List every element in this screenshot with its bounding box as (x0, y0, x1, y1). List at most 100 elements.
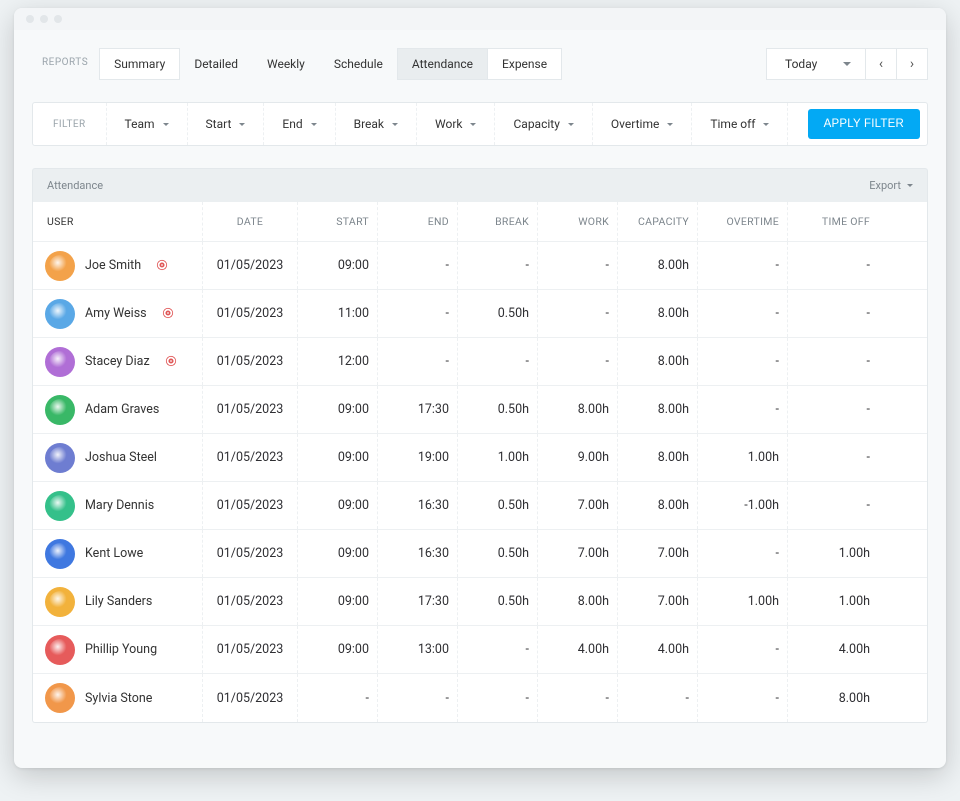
filter-team[interactable]: Team (107, 103, 188, 145)
section-header: Attendance Export (32, 168, 928, 202)
tab-attendance[interactable]: Attendance (397, 48, 488, 80)
cell-work: 4.00h (538, 626, 618, 673)
table-row[interactable]: Kent Lowe01/05/202309:0016:300.50h7.00h7… (33, 530, 927, 578)
cell-end: - (378, 674, 458, 722)
cell-end: 17:30 (378, 578, 458, 625)
user-name: Lily Sanders (85, 594, 152, 609)
tab-expense[interactable]: Expense (487, 48, 562, 80)
cell-end: - (378, 242, 458, 289)
cell-overtime: - (698, 674, 788, 722)
cell-timeoff: - (788, 386, 878, 433)
filter-capacity[interactable]: Capacity (495, 103, 592, 145)
table-row[interactable]: Joe Smith01/05/202309:00---8.00h-- (33, 242, 927, 290)
caret-down-icon (568, 123, 574, 126)
cell-overtime: -1.00h (698, 482, 788, 529)
table-row[interactable]: Adam Graves01/05/202309:0017:300.50h8.00… (33, 386, 927, 434)
caret-down-icon (667, 123, 673, 126)
table-row[interactable]: Joshua Steel01/05/202309:0019:001.00h9.0… (33, 434, 927, 482)
column-header-break[interactable]: BREAK (458, 202, 538, 241)
column-header-date[interactable]: DATE (203, 202, 298, 241)
filter-time-off[interactable]: Time off (692, 103, 788, 145)
report-tabs: REPORTS SummaryDetailedWeeklyScheduleAtt… (32, 48, 562, 80)
cell-user: Stacey Diaz (33, 338, 203, 385)
cell-user: Phillip Young (33, 626, 203, 673)
cell-capacity: 4.00h (618, 626, 698, 673)
cell-start: 09:00 (298, 482, 378, 529)
filter-item-label: Time off (710, 117, 755, 131)
cell-date: 01/05/2023 (203, 530, 298, 577)
cell-date: 01/05/2023 (203, 290, 298, 337)
cell-user: Sylvia Stone (33, 674, 203, 722)
chevron-left-icon: ‹ (879, 57, 883, 71)
table-row[interactable]: Mary Dennis01/05/202309:0016:300.50h7.00… (33, 482, 927, 530)
cell-start: 11:00 (298, 290, 378, 337)
filter-item-label: Capacity (513, 117, 559, 131)
cell-date: 01/05/2023 (203, 674, 298, 722)
column-header-capacity[interactable]: CAPACITY (618, 202, 698, 241)
date-range-label: Today (785, 57, 817, 71)
window-dot (26, 15, 34, 23)
avatar (45, 251, 75, 281)
date-range-picker[interactable]: Today (766, 48, 866, 80)
tab-weekly[interactable]: Weekly (252, 48, 320, 80)
cell-start: 09:00 (298, 626, 378, 673)
filter-break[interactable]: Break (336, 103, 417, 145)
cell-overtime: - (698, 530, 788, 577)
caret-down-icon (163, 123, 169, 126)
tab-schedule[interactable]: Schedule (319, 48, 398, 80)
cell-overtime: - (698, 338, 788, 385)
cell-start: 09:00 (298, 386, 378, 433)
table-row[interactable]: Lily Sanders01/05/202309:0017:300.50h8.0… (33, 578, 927, 626)
user-name: Sylvia Stone (85, 691, 152, 706)
filter-label: FILTER (33, 103, 107, 145)
filter-item-label: Start (206, 117, 232, 131)
caret-down-icon (311, 123, 317, 126)
cell-work: 8.00h (538, 578, 618, 625)
avatar (45, 299, 75, 329)
column-header-work[interactable]: WORK (538, 202, 618, 241)
caret-down-icon (470, 123, 476, 126)
cell-work: 7.00h (538, 482, 618, 529)
column-header-end[interactable]: END (378, 202, 458, 241)
cell-work: - (538, 290, 618, 337)
cell-timeoff: 1.00h (788, 578, 878, 625)
caret-down-icon (392, 123, 398, 126)
filter-end[interactable]: End (264, 103, 335, 145)
cell-overtime: - (698, 290, 788, 337)
caret-down-icon (239, 123, 245, 126)
cell-user: Kent Lowe (33, 530, 203, 577)
cell-date: 01/05/2023 (203, 434, 298, 481)
column-header-time-off[interactable]: TIME OFF (788, 202, 878, 241)
filter-start[interactable]: Start (188, 103, 265, 145)
prev-period-button[interactable]: ‹ (865, 48, 897, 80)
cell-break: 0.50h (458, 482, 538, 529)
cell-capacity: 7.00h (618, 530, 698, 577)
table-row[interactable]: Sylvia Stone01/05/2023------8.00h (33, 674, 927, 722)
filter-work[interactable]: Work (417, 103, 495, 145)
apply-filter-button[interactable]: APPLY FILTER (808, 109, 920, 139)
filter-overtime[interactable]: Overtime (593, 103, 692, 145)
export-button[interactable]: Export (869, 179, 913, 192)
cell-capacity: - (618, 674, 698, 722)
caret-down-icon (907, 184, 913, 187)
tab-summary[interactable]: Summary (99, 48, 180, 80)
next-period-button[interactable]: › (896, 48, 928, 80)
table-row[interactable]: Phillip Young01/05/202309:0013:00-4.00h4… (33, 626, 927, 674)
cell-timeoff: - (788, 242, 878, 289)
cell-start: 09:00 (298, 530, 378, 577)
tab-detailed[interactable]: Detailed (179, 48, 253, 80)
table-row[interactable]: Stacey Diaz01/05/202312:00---8.00h-- (33, 338, 927, 386)
cell-capacity: 8.00h (618, 434, 698, 481)
cell-end: - (378, 290, 458, 337)
cell-work: - (538, 242, 618, 289)
user-name: Joshua Steel (85, 450, 157, 465)
attendance-table: USERDATESTARTENDBREAKWORKCAPACITYOVERTIM… (32, 202, 928, 723)
table-row[interactable]: Amy Weiss01/05/202311:00-0.50h-8.00h-- (33, 290, 927, 338)
avatar (45, 491, 75, 521)
column-header-start[interactable]: START (298, 202, 378, 241)
table-header-row: USERDATESTARTENDBREAKWORKCAPACITYOVERTIM… (33, 202, 927, 242)
column-header-overtime[interactable]: OVERTIME (698, 202, 788, 241)
user-name: Mary Dennis (85, 498, 154, 513)
filter-item-label: Work (435, 117, 462, 131)
column-header-user[interactable]: USER (33, 202, 203, 241)
